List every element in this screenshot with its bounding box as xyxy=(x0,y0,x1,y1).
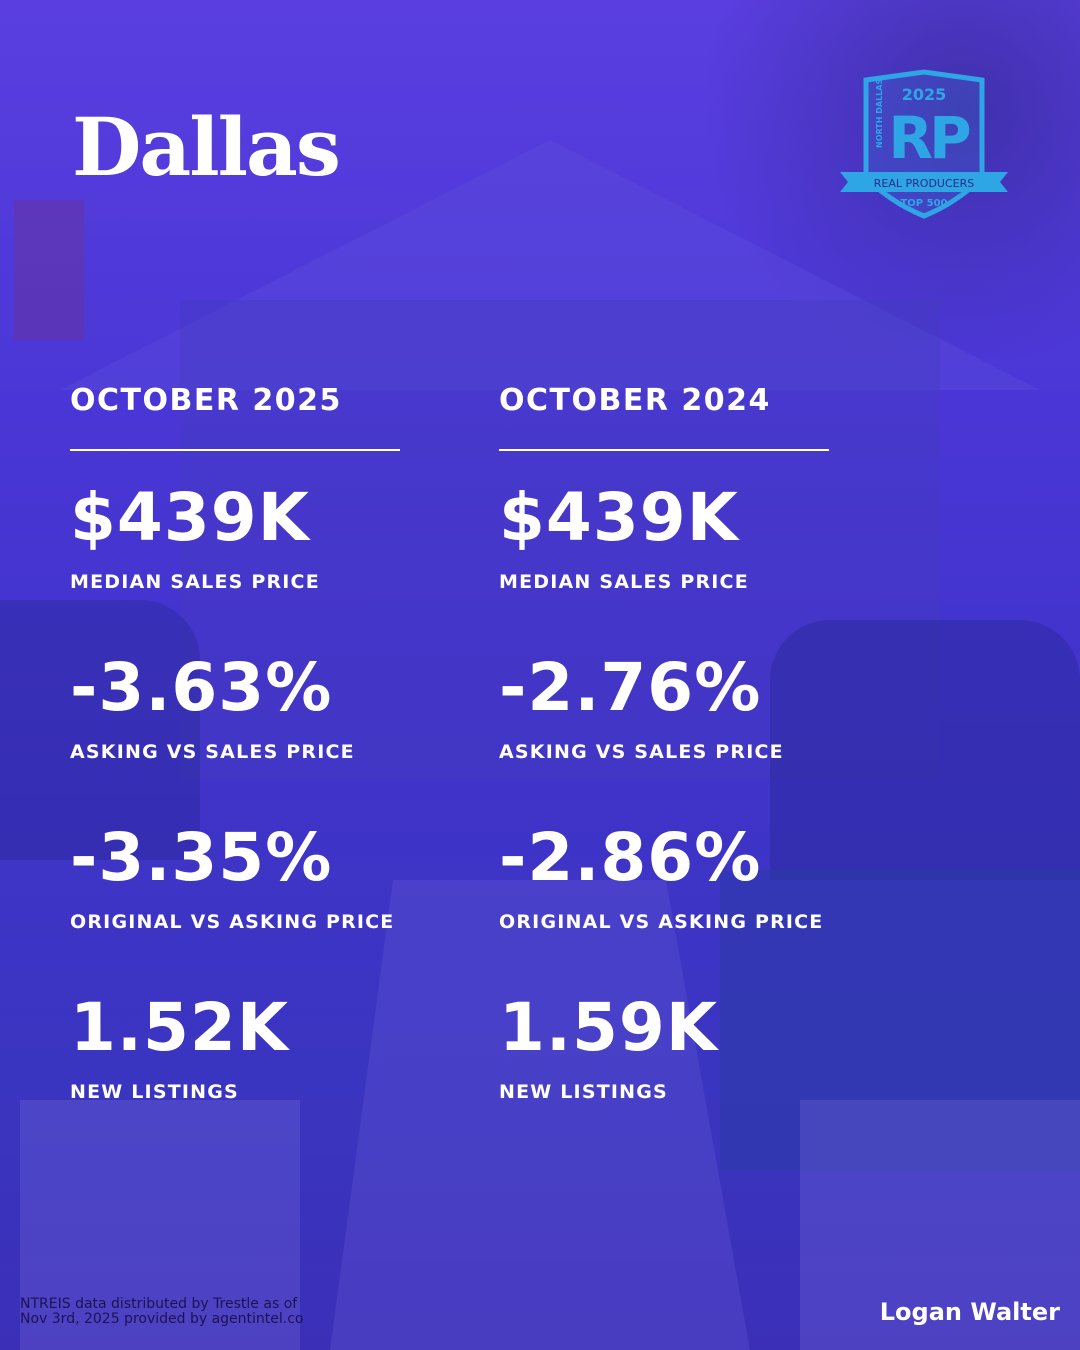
background-planter xyxy=(800,1100,1080,1350)
stat-original-vs-asking: -3.35% ORIGINAL VS ASKING PRICE xyxy=(70,823,400,993)
stat-asking-vs-sales: -3.63% ASKING VS SALES PRICE xyxy=(70,653,400,823)
stat-label: NEW LISTINGS xyxy=(70,1081,239,1103)
badge-year: 2025 xyxy=(902,85,947,104)
stat-value: -3.35% xyxy=(70,819,333,896)
stat-value: $439K xyxy=(70,479,310,556)
stat-new-listings: 1.52K NEW LISTINGS xyxy=(70,993,400,1163)
stat-label: MEDIAN SALES PRICE xyxy=(499,571,749,593)
author-name: Logan Walter xyxy=(879,1298,1060,1326)
city-title: Dallas xyxy=(72,100,341,194)
stat-value: 1.59K xyxy=(499,989,718,1066)
column-previous-period: OCTOBER 2024 $439K MEDIAN SALES PRICE -2.… xyxy=(499,383,829,1163)
background-hedge xyxy=(0,600,200,860)
background-planter xyxy=(20,1100,300,1350)
stat-new-listings: 1.59K NEW LISTINGS xyxy=(499,993,829,1163)
badge-tier: TOP 500 xyxy=(900,198,947,209)
badge-mark: RP xyxy=(888,104,970,172)
stat-label: ASKING VS SALES PRICE xyxy=(499,741,784,763)
stat-original-vs-asking: -2.86% ORIGINAL VS ASKING PRICE xyxy=(499,823,829,993)
stat-value: $439K xyxy=(499,479,739,556)
stat-median-sales-price: $439K MEDIAN SALES PRICE xyxy=(499,483,829,653)
divider xyxy=(499,449,829,451)
stat-label: ORIGINAL VS ASKING PRICE xyxy=(70,911,395,933)
background-lawn xyxy=(720,870,1080,1170)
background-hedge xyxy=(770,620,1080,880)
source-line: NTREIS data distributed by Trestle as of xyxy=(20,1296,298,1312)
source-line: Nov 3rd, 2025 provided by agentintel.co xyxy=(20,1311,304,1327)
stat-label: NEW LISTINGS xyxy=(499,1081,668,1103)
stat-label: ORIGINAL VS ASKING PRICE xyxy=(499,911,824,933)
stat-value: 1.52K xyxy=(70,989,289,1066)
stat-value: -3.63% xyxy=(70,649,333,726)
badge-region: NORTH DALLAS xyxy=(875,79,884,148)
stat-value: -2.76% xyxy=(499,649,762,726)
background-chimney xyxy=(14,200,84,340)
stat-median-sales-price: $439K MEDIAN SALES PRICE xyxy=(70,483,400,653)
stat-label: MEDIAN SALES PRICE xyxy=(70,571,320,593)
real-producers-badge-logo: 2025 NORTH DALLAS RP REAL PRODUCERS TOP … xyxy=(840,69,1008,219)
badge-ribbon: REAL PRODUCERS xyxy=(874,177,974,190)
stat-label: ASKING VS SALES PRICE xyxy=(70,741,355,763)
column-current-period: OCTOBER 2025 $439K MEDIAN SALES PRICE -3.… xyxy=(70,383,400,1163)
period-heading: OCTOBER 2024 xyxy=(499,383,771,418)
stat-asking-vs-sales: -2.76% ASKING VS SALES PRICE xyxy=(499,653,829,823)
data-source-note: NTREIS data distributed by Trestle as of… xyxy=(20,1297,304,1327)
period-heading: OCTOBER 2025 xyxy=(70,383,342,418)
background-house xyxy=(180,300,940,780)
stat-value: -2.86% xyxy=(499,819,762,896)
divider xyxy=(70,449,400,451)
